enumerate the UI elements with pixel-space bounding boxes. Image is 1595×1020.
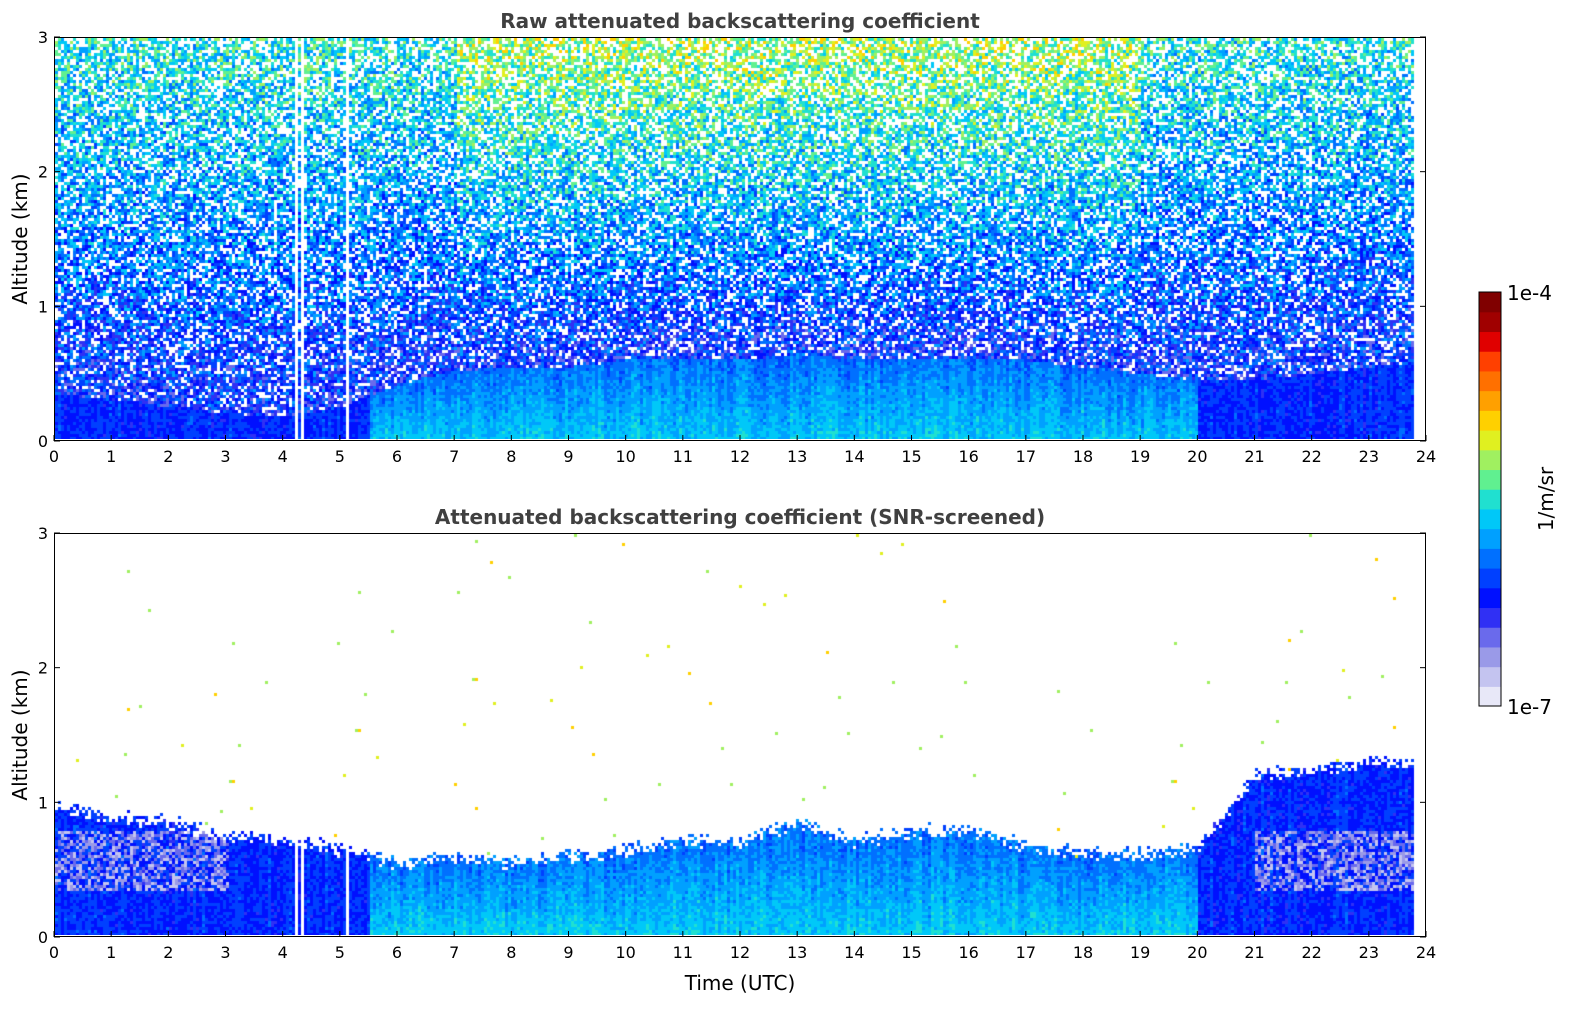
plot-area-screened bbox=[54, 533, 1426, 937]
colorbar-swatch bbox=[1479, 351, 1501, 372]
colorbar-swatch bbox=[1479, 548, 1501, 569]
colorbar-swatch bbox=[1479, 686, 1501, 707]
x-tick-label: 17 bbox=[1016, 447, 1036, 466]
x-tick-label: 7 bbox=[449, 943, 459, 962]
colorbar-swatch bbox=[1479, 292, 1501, 313]
x-tick-label: 23 bbox=[1359, 943, 1379, 962]
heatmap-raw bbox=[55, 38, 1424, 439]
x-tick-label: 21 bbox=[1244, 943, 1264, 962]
heatmap-screened bbox=[55, 534, 1424, 935]
x-tick-label: 15 bbox=[901, 943, 921, 962]
x-tick-label: 14 bbox=[844, 447, 864, 466]
x-tick-label: 3 bbox=[220, 447, 230, 466]
x-tick-label: 24 bbox=[1416, 447, 1436, 466]
colorbar-swatch bbox=[1479, 370, 1501, 392]
x-tick-label: 15 bbox=[901, 447, 921, 466]
x-tick-label: 5 bbox=[335, 943, 345, 962]
y-axis-label: Altitude (km) bbox=[8, 173, 32, 304]
y-tick-label: 1 bbox=[38, 297, 48, 316]
x-tick-label: 12 bbox=[730, 447, 750, 466]
x-tick-label: 22 bbox=[1301, 447, 1321, 466]
x-tick-label: 13 bbox=[787, 943, 807, 962]
y-tick-label: 0 bbox=[38, 928, 48, 947]
y-tick-label: 2 bbox=[38, 659, 48, 678]
x-tick-label: 2 bbox=[163, 447, 173, 466]
x-tick-label: 18 bbox=[1073, 447, 1093, 466]
colorbar-swatch bbox=[1479, 528, 1501, 549]
x-axis-label: Time (UTC) bbox=[684, 971, 796, 995]
plot-area-raw bbox=[54, 37, 1426, 441]
x-tick-label: 11 bbox=[673, 447, 693, 466]
colorbar-min-label: 1e-7 bbox=[1507, 695, 1552, 719]
colorbar-swatch bbox=[1479, 666, 1501, 687]
x-tick-label: 19 bbox=[1130, 943, 1150, 962]
x-tick-label: 7 bbox=[449, 447, 459, 466]
colorbar-swatch bbox=[1479, 410, 1501, 431]
x-tick-label: 6 bbox=[392, 447, 402, 466]
colorbar-swatch bbox=[1479, 430, 1501, 451]
y-axis-label: Altitude (km) bbox=[8, 669, 32, 800]
y-tick-label: 2 bbox=[38, 163, 48, 182]
colorbar-swatch bbox=[1479, 449, 1501, 471]
x-tick-label: 11 bbox=[673, 943, 693, 962]
colorbar-swatch bbox=[1479, 508, 1501, 530]
x-tick-label: 16 bbox=[958, 943, 978, 962]
x-tick-label: 20 bbox=[1187, 943, 1207, 962]
colorbar-swatch bbox=[1479, 390, 1501, 411]
chart-title-screened: Attenuated backscattering coefficient (S… bbox=[434, 505, 1046, 529]
colorbar-label: 1/m/sr bbox=[1534, 466, 1558, 531]
x-tick-label: 0 bbox=[49, 447, 59, 466]
colorbar-frame bbox=[1478, 291, 1502, 707]
x-tick-label: 1 bbox=[106, 943, 116, 962]
x-tick-label: 19 bbox=[1130, 447, 1150, 466]
x-tick-label: 24 bbox=[1416, 943, 1436, 962]
x-tick-label: 17 bbox=[1016, 943, 1036, 962]
x-tick-label: 16 bbox=[958, 447, 978, 466]
colorbar-swatch bbox=[1479, 587, 1501, 609]
colorbar-swatch bbox=[1479, 646, 1501, 668]
x-tick-label: 3 bbox=[220, 943, 230, 962]
x-tick-label: 4 bbox=[278, 943, 288, 962]
y-tick-label: 3 bbox=[38, 524, 48, 543]
x-tick-label: 0 bbox=[49, 943, 59, 962]
colorbar-swatch bbox=[1479, 607, 1501, 628]
x-tick-label: 9 bbox=[563, 447, 573, 466]
x-tick-label: 10 bbox=[615, 943, 635, 962]
x-tick-label: 8 bbox=[506, 447, 516, 466]
x-tick-label: 18 bbox=[1073, 943, 1093, 962]
colorbar-swatch bbox=[1479, 568, 1501, 589]
x-tick-label: 9 bbox=[563, 943, 573, 962]
x-tick-label: 4 bbox=[278, 447, 288, 466]
chart-title-raw: Raw attenuated backscattering coefficien… bbox=[500, 9, 980, 33]
colorbar-swatch bbox=[1479, 331, 1501, 352]
x-tick-label: 22 bbox=[1301, 943, 1321, 962]
colorbar-max-label: 1e-4 bbox=[1507, 281, 1552, 305]
x-tick-label: 13 bbox=[787, 447, 807, 466]
y-tick-label: 0 bbox=[38, 432, 48, 451]
x-tick-label: 2 bbox=[163, 943, 173, 962]
x-tick-label: 20 bbox=[1187, 447, 1207, 466]
x-tick-label: 6 bbox=[392, 943, 402, 962]
y-tick-label: 1 bbox=[38, 793, 48, 812]
y-tick-label: 3 bbox=[38, 28, 48, 47]
colorbar-swatch bbox=[1479, 469, 1501, 490]
colorbar-swatch bbox=[1479, 489, 1501, 510]
colorbar-swatch bbox=[1479, 311, 1501, 333]
x-tick-label: 21 bbox=[1244, 447, 1264, 466]
x-tick-label: 10 bbox=[615, 447, 635, 466]
x-tick-label: 14 bbox=[844, 943, 864, 962]
x-tick-label: 12 bbox=[730, 943, 750, 962]
x-tick-label: 5 bbox=[335, 447, 345, 466]
x-tick-label: 8 bbox=[506, 943, 516, 962]
x-tick-label: 23 bbox=[1359, 447, 1379, 466]
x-tick-label: 1 bbox=[106, 447, 116, 466]
colorbar-swatch bbox=[1479, 627, 1501, 648]
